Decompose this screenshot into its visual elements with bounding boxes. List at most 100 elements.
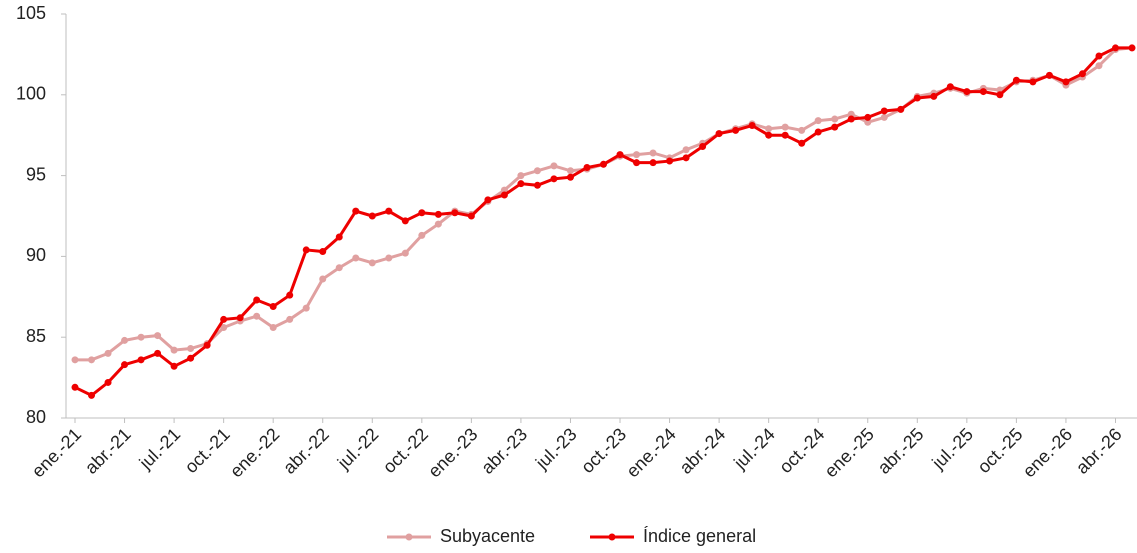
data-point	[699, 143, 707, 151]
data-point	[1012, 76, 1020, 84]
x-tick-label: ene.-21	[28, 424, 85, 481]
data-point	[88, 356, 96, 364]
x-tick-label: oct.-23	[577, 424, 630, 477]
data-point	[847, 110, 855, 118]
legend-label: Subyacente	[440, 526, 535, 546]
data-point	[484, 196, 492, 204]
data-point	[71, 383, 79, 391]
data-point	[1062, 78, 1070, 86]
data-point	[154, 332, 162, 340]
x-tick-label: abr.-23	[477, 424, 531, 478]
data-point	[137, 333, 145, 341]
data-point	[88, 391, 96, 399]
data-point	[814, 128, 822, 136]
data-point	[451, 209, 459, 217]
data-point	[550, 162, 558, 170]
data-point	[533, 181, 541, 189]
data-point	[566, 167, 574, 175]
data-point	[253, 296, 261, 304]
data-point	[682, 146, 690, 154]
data-point	[385, 254, 393, 262]
data-point	[633, 151, 641, 159]
data-point	[368, 212, 376, 220]
data-point	[979, 88, 987, 96]
data-point	[517, 180, 525, 188]
data-point	[649, 149, 657, 157]
data-point	[517, 172, 525, 180]
y-tick-label: 85	[26, 326, 46, 346]
data-point	[269, 302, 277, 310]
y-tick-label: 100	[16, 84, 46, 104]
data-point	[104, 378, 112, 386]
data-point	[765, 131, 773, 139]
x-tick-label: ene.-25	[821, 424, 878, 481]
data-point	[401, 217, 409, 225]
data-point	[1095, 52, 1103, 60]
data-point	[798, 139, 806, 147]
data-point	[335, 233, 343, 241]
data-point	[418, 231, 426, 239]
data-point	[533, 167, 541, 175]
data-point	[781, 131, 789, 139]
data-point	[765, 125, 773, 133]
x-tick-label: abr.-26	[1072, 424, 1126, 478]
data-point	[963, 88, 971, 96]
x-tick-label: oct.-21	[181, 424, 234, 477]
data-point	[352, 254, 360, 262]
x-tick-label: abr.-24	[676, 424, 730, 478]
x-tick-label: jul.-21	[135, 424, 185, 474]
data-point	[814, 117, 822, 125]
data-point	[220, 324, 228, 332]
data-point	[187, 354, 195, 362]
data-point	[550, 175, 558, 183]
data-point	[831, 115, 839, 123]
series-line	[75, 46, 1133, 362]
y-tick-label: 95	[26, 164, 46, 184]
data-point	[154, 349, 162, 357]
legend-marker	[405, 533, 413, 541]
x-tick-label: jul.-24	[729, 424, 779, 474]
data-point	[286, 315, 294, 323]
x-tick-label: abr.-22	[279, 424, 333, 478]
data-point	[864, 118, 872, 126]
data-point	[137, 356, 145, 364]
data-point	[831, 123, 839, 131]
data-point	[302, 304, 310, 312]
data-point	[732, 126, 740, 134]
series-line	[74, 46, 1132, 398]
data-point	[566, 173, 574, 181]
x-tick-label: abr.-25	[874, 424, 928, 478]
data-point	[335, 264, 343, 272]
data-point	[946, 83, 954, 91]
y-tick-label: 90	[26, 245, 46, 265]
data-point	[666, 157, 674, 165]
data-point	[121, 336, 129, 344]
data-point	[236, 314, 244, 322]
data-point	[880, 107, 888, 115]
x-tick-label: abr.-21	[81, 424, 135, 478]
data-point	[71, 356, 79, 364]
data-point	[467, 212, 475, 220]
data-point	[269, 324, 277, 332]
data-point	[319, 275, 327, 283]
data-point	[434, 220, 442, 228]
data-point	[170, 362, 178, 370]
data-point	[864, 113, 872, 121]
x-tick-label: jul.-23	[531, 424, 581, 474]
data-point	[1029, 78, 1037, 86]
data-point	[897, 105, 905, 113]
data-point	[996, 91, 1004, 99]
x-tick-label: oct.-22	[379, 424, 432, 477]
x-tick-label: ene.-23	[424, 424, 481, 481]
data-point	[170, 346, 178, 354]
data-point	[187, 345, 195, 353]
x-tick-label: ene.-26	[1019, 424, 1076, 481]
x-tick-label: oct.-24	[775, 424, 828, 477]
data-point	[880, 113, 888, 121]
data-point	[649, 159, 657, 167]
data-point	[583, 164, 591, 172]
x-tick-label: ene.-22	[226, 424, 283, 481]
data-point	[286, 291, 294, 299]
data-point	[319, 248, 327, 256]
